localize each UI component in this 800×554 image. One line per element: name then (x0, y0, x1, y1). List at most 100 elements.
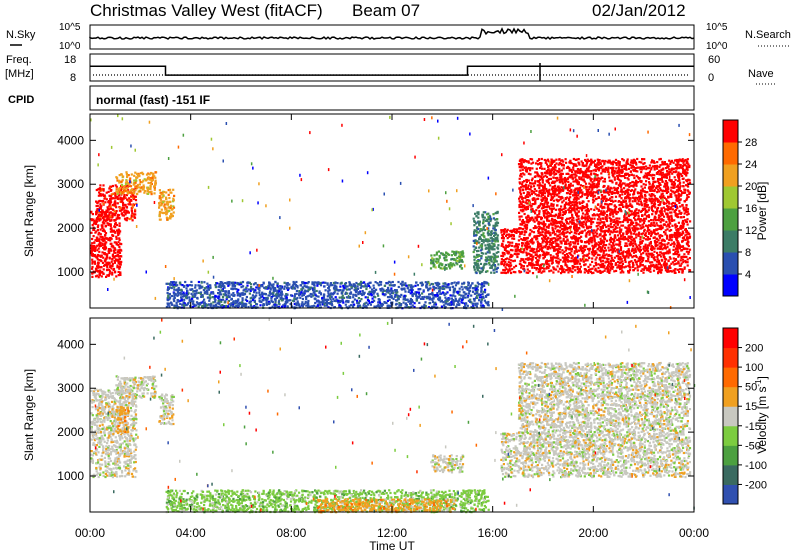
power-cell (520, 257, 523, 261)
power-cell (539, 231, 542, 234)
power-cell (288, 283, 291, 286)
power-cell (337, 301, 341, 304)
power-cell (460, 301, 463, 304)
power-cell (459, 297, 462, 300)
power-cell (265, 303, 268, 306)
power-cell (119, 271, 122, 274)
power-cell (561, 221, 564, 224)
power-cell (225, 298, 228, 301)
power-cell (142, 179, 145, 182)
power-cell (109, 211, 112, 214)
power-cell (666, 250, 669, 253)
power-cell (108, 201, 111, 205)
power-cell (169, 191, 172, 194)
power-cell (116, 202, 119, 205)
power-cell (577, 237, 580, 240)
power-cell (96, 204, 99, 207)
power-cell (221, 288, 224, 291)
power-cell (154, 182, 157, 185)
power-cell (346, 285, 349, 288)
power-cell (227, 281, 230, 284)
power-cell (585, 233, 588, 236)
power-cell (494, 233, 497, 236)
power-cell (594, 269, 597, 272)
power-cell (595, 242, 598, 245)
power-cell (272, 294, 275, 298)
power-cell (663, 161, 666, 164)
power-cell (582, 247, 585, 250)
power-cell (573, 207, 576, 210)
power-cell (244, 298, 247, 301)
power-cell (121, 214, 124, 217)
power-cell (112, 229, 115, 232)
power-cell (529, 255, 532, 258)
power-cell (411, 294, 414, 297)
power-cell (134, 171, 137, 174)
power-cell (492, 224, 495, 227)
power-cell (421, 296, 424, 299)
power-cell (686, 264, 689, 267)
power-cell (552, 271, 555, 274)
power-cell (516, 255, 519, 259)
power-cell (491, 238, 494, 241)
power-cell (614, 250, 617, 253)
power-cell (534, 256, 538, 260)
power-cell (686, 261, 689, 264)
power-cell (327, 298, 330, 301)
power-cell (97, 276, 100, 279)
power-cell (607, 267, 610, 270)
power-cell (248, 281, 251, 284)
power-cell (684, 228, 687, 231)
power-cell (611, 247, 614, 250)
power-cell (520, 232, 523, 235)
power-cell (230, 298, 233, 301)
power-cell (624, 258, 627, 261)
power-cell (624, 255, 627, 258)
power-cell (467, 284, 470, 287)
power-cell (640, 241, 643, 244)
power-cell (320, 281, 323, 284)
power-cell (166, 291, 169, 295)
power-cell (379, 303, 382, 306)
power-cell (595, 264, 598, 267)
power-cell (102, 219, 106, 222)
power-cell (539, 263, 542, 266)
power-cell (594, 245, 597, 248)
power-cell (395, 294, 398, 297)
power-cell (516, 245, 520, 249)
power-cell (90, 218, 93, 221)
power-cell (686, 258, 689, 261)
power-cell (251, 294, 254, 297)
power-cell (518, 271, 521, 274)
power-cell (445, 256, 448, 259)
power-cell (110, 201, 113, 204)
power-cell (480, 290, 483, 293)
power-cell (275, 293, 278, 296)
power-cell (454, 254, 457, 257)
power-cell (505, 230, 508, 233)
power-cell (136, 183, 139, 187)
power-cell (131, 196, 134, 199)
power-cell (477, 293, 480, 296)
power-cell (366, 298, 370, 302)
power-cell (319, 282, 322, 285)
power-cell (99, 184, 102, 187)
power-cell (568, 260, 571, 263)
power-cell (472, 239, 475, 242)
power-cell (357, 297, 360, 300)
power-cell (591, 257, 594, 260)
power-cell (435, 253, 438, 256)
power-cell (615, 269, 618, 272)
power-cell (385, 282, 388, 285)
power-cell (488, 261, 491, 264)
power-cell (110, 237, 113, 240)
power-cell (111, 208, 114, 211)
power-cell (267, 300, 271, 303)
power-cell (458, 257, 461, 260)
power-cell (451, 257, 454, 261)
power-cell (191, 302, 194, 305)
power-cell (646, 250, 650, 253)
power-cell (652, 210, 655, 213)
power-cell (169, 188, 172, 191)
power-cell (573, 266, 576, 269)
